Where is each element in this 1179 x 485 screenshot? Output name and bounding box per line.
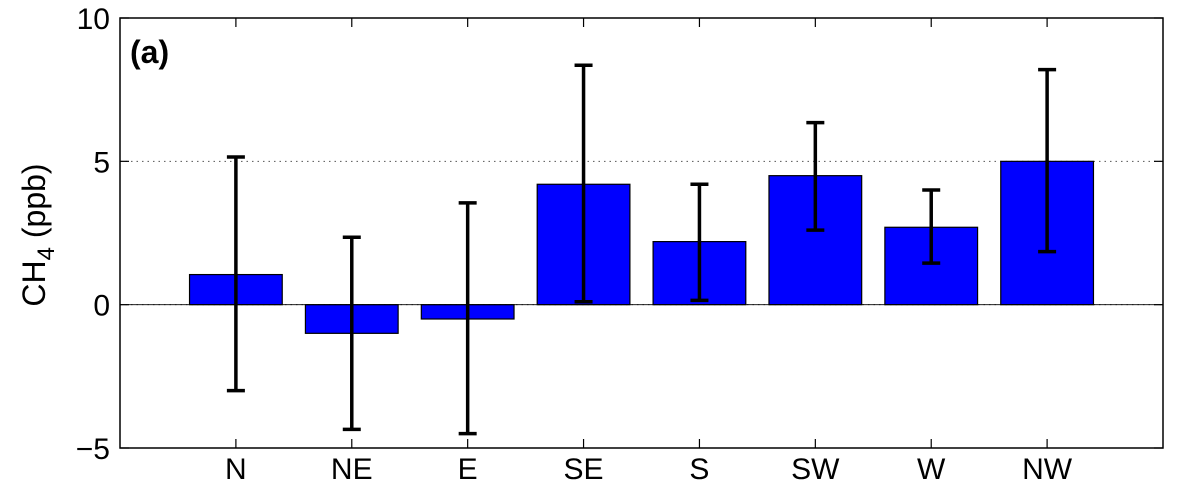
error-bar-NE [342, 235, 361, 432]
y-tick-label: 0 [93, 290, 110, 323]
y-axis-label-subscript: 4 [33, 247, 60, 260]
x-tick-label-SW: SW [791, 453, 840, 485]
error-bar-NW [1038, 67, 1057, 254]
error-bar-SW [806, 120, 825, 232]
x-tick-label-NW: NW [1022, 453, 1073, 485]
error-bar-N [226, 155, 245, 393]
x-tick-label-N: N [225, 453, 247, 485]
error-bars [226, 63, 1057, 436]
y-tick-label: 5 [93, 146, 110, 179]
axes-frame [119, 17, 1164, 449]
y-axis-label-unit: (ppb) [16, 163, 52, 247]
error-bar-SE [574, 63, 593, 304]
panel-label: (a) [130, 34, 169, 70]
x-tick-label-NE: NE [331, 453, 373, 485]
x-tick-label-SE: SE [564, 453, 604, 485]
error-bar-S [690, 182, 709, 303]
x-ticks: N NE E SE S SW W NW [225, 18, 1073, 485]
bars [120, 160, 1163, 334]
bar-SW [768, 175, 863, 306]
error-bar-E [458, 201, 477, 436]
y-ticks: 10 5 0 −5 [76, 3, 1163, 466]
x-tick-label-W: W [917, 453, 946, 485]
y-axis-label: CH4 (ppb) [16, 163, 60, 306]
x-tick-label-S: S [689, 453, 709, 485]
y-tick-label: −5 [76, 433, 110, 466]
y-axis-label-main: CH [16, 260, 52, 306]
x-tick-label-E: E [458, 453, 478, 485]
error-bar-W [922, 188, 941, 265]
y-tick-label: 10 [77, 3, 110, 36]
